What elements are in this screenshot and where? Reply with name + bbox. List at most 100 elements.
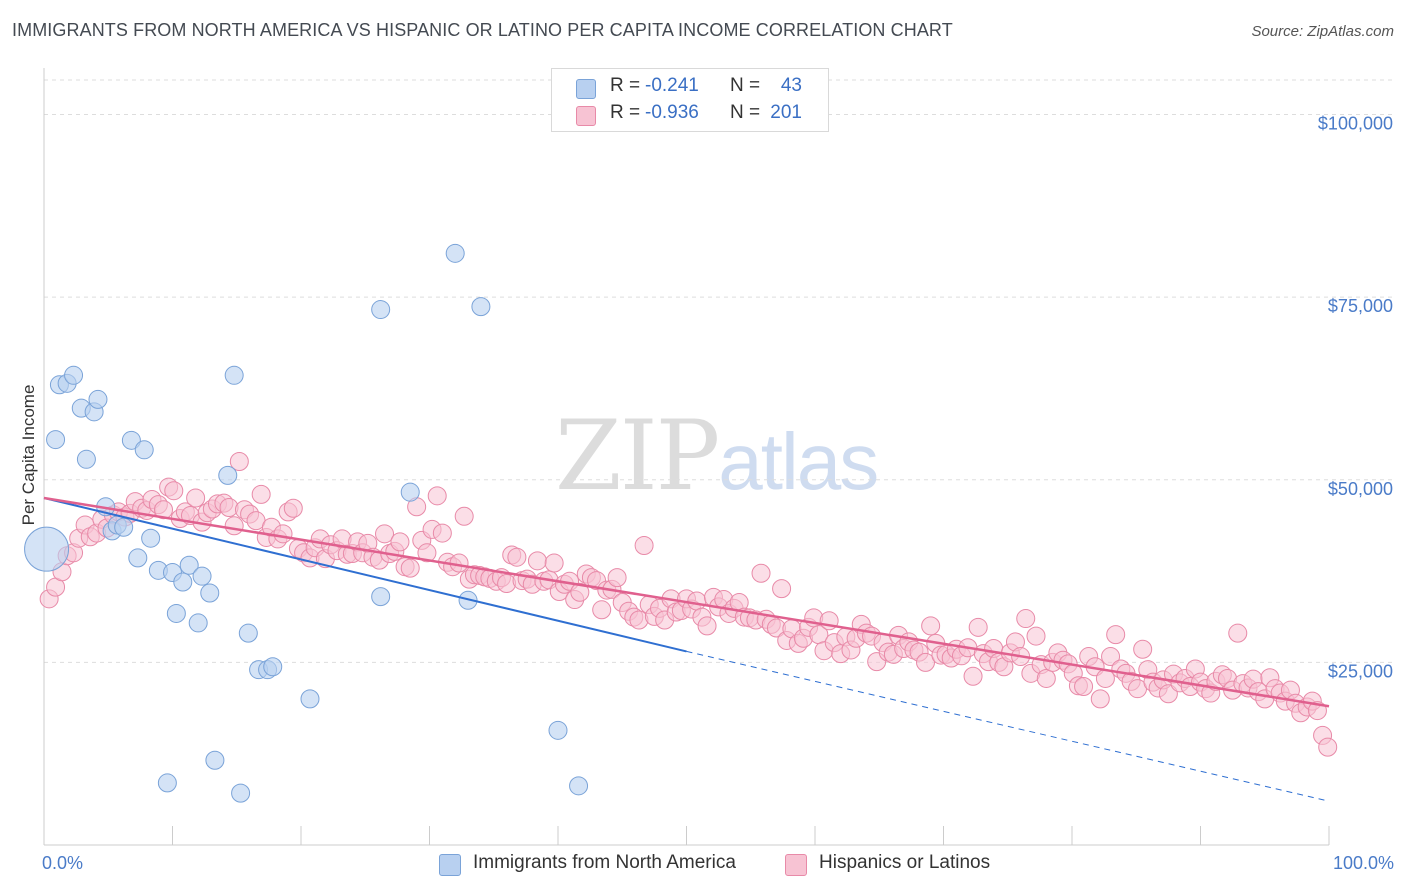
immigrants-points xyxy=(24,243,589,803)
immigrants-point xyxy=(179,555,199,575)
pink-swatch-icon xyxy=(576,106,596,126)
hispanics-point xyxy=(497,573,517,593)
y-tick-label: $100,000 xyxy=(1318,114,1393,134)
immigrants-point xyxy=(371,300,391,320)
source-credit: Source: ZipAtlas.com xyxy=(1251,23,1394,40)
hispanics-point xyxy=(527,551,547,571)
hispanics-point xyxy=(427,486,447,506)
hispanics-point xyxy=(229,452,249,471)
trend-lines xyxy=(43,496,1330,802)
immigrants-trend-line xyxy=(43,497,687,653)
hispanics-point xyxy=(283,498,303,518)
immigrants-point xyxy=(192,566,212,586)
blue-swatch-icon xyxy=(439,854,461,876)
immigrants-point xyxy=(569,776,589,796)
hispanics-point xyxy=(570,582,590,602)
hispanics-point xyxy=(697,616,717,636)
hispanics-points xyxy=(39,452,1338,757)
stats-row-immigrants: R = -0.241 N = 43 xyxy=(552,75,828,103)
watermark: ZIPatlas xyxy=(555,400,879,512)
immigrants-point xyxy=(121,430,141,450)
watermark-zip: ZIP xyxy=(555,400,720,512)
blue-swatch-icon xyxy=(576,79,596,99)
hispanics-point xyxy=(224,516,244,536)
hispanics-point xyxy=(751,563,771,583)
tick-labels: $25,000 $50,000 $75,000 $100,000 0.0% 100.0% xyxy=(42,114,1394,873)
immigrants-point xyxy=(263,657,283,677)
n-label: N = xyxy=(730,75,761,96)
r-value: -0.241 xyxy=(645,75,699,96)
watermark-atlas: atlas xyxy=(718,417,879,506)
pink-swatch-icon xyxy=(785,854,807,876)
immigrants-point xyxy=(128,548,148,568)
hispanics-point xyxy=(454,506,474,526)
hispanics-point xyxy=(963,666,983,686)
immigrants-point xyxy=(471,297,491,317)
immigrants-point xyxy=(188,613,208,633)
immigrants-point xyxy=(173,572,193,592)
x-tick-label: 100.0% xyxy=(1333,853,1394,873)
hispanics-point xyxy=(186,488,206,508)
hispanics-point xyxy=(1133,639,1153,659)
n-value: 201 xyxy=(770,102,802,123)
grid-lines xyxy=(44,79,1392,663)
hispanics-point xyxy=(417,543,437,563)
immigrants-point xyxy=(238,623,258,643)
stats-row-hispanics: R = -0.936 N = 201 xyxy=(552,102,828,130)
immigrants-point xyxy=(205,750,225,770)
hispanics-point xyxy=(400,558,420,578)
n-value: 43 xyxy=(780,75,802,96)
hispanics-point xyxy=(916,652,936,672)
y-tick-label: $50,000 xyxy=(1328,479,1393,499)
r-label: R = xyxy=(610,102,641,123)
immigrants-point xyxy=(88,389,108,409)
immigrants-point xyxy=(400,482,420,502)
hispanics-point xyxy=(634,536,654,556)
r-value: -0.936 xyxy=(645,102,699,123)
immigrants-point xyxy=(141,528,161,548)
y-axis-label: Per Capita Income xyxy=(19,385,38,526)
hispanics-point xyxy=(251,484,271,504)
immigrants-point xyxy=(548,720,568,740)
immigrants-point xyxy=(157,773,177,793)
hispanics-point xyxy=(1026,626,1046,646)
hispanics-point xyxy=(592,600,612,620)
legend-label: Hispanics or Latinos xyxy=(819,852,991,873)
immigrants-point xyxy=(231,783,251,803)
x-tick-label: 0.0% xyxy=(42,853,83,873)
hispanics-point xyxy=(1158,684,1178,704)
immigrants-point xyxy=(76,449,96,469)
immigrants-point xyxy=(445,243,465,263)
y-tick-label: $75,000 xyxy=(1328,296,1393,316)
hispanics-point xyxy=(1318,737,1338,757)
immigrants-point xyxy=(166,603,186,623)
hispanics-point xyxy=(1036,668,1056,688)
hispanics-point xyxy=(687,591,707,611)
immigrants-point xyxy=(300,689,320,709)
axes xyxy=(43,68,1330,846)
series-legend: Immigrants from North America Hispanics … xyxy=(0,851,1406,877)
hispanics-point xyxy=(390,532,410,552)
immigrants-point xyxy=(134,440,154,460)
immigrants-point xyxy=(64,365,84,385)
stats-legend: R = -0.241 N = 43 R = -0.936 N = 201 xyxy=(551,68,829,132)
y-tick-label: $25,000 xyxy=(1328,661,1393,681)
hispanics-point xyxy=(432,523,452,543)
immigrants-point xyxy=(24,526,70,572)
immigrants-point xyxy=(46,430,66,450)
hispanics-point xyxy=(1074,676,1094,696)
legend-label: Immigrants from North America xyxy=(473,852,736,873)
hispanics-point xyxy=(1101,647,1121,667)
hispanics-point xyxy=(1016,609,1036,629)
hispanics-point xyxy=(968,617,988,637)
hispanics-point xyxy=(1090,689,1110,709)
hispanics-point xyxy=(772,579,792,599)
hispanics-point xyxy=(164,481,184,501)
hispanics-point xyxy=(507,547,527,567)
immigrants-point xyxy=(200,583,220,603)
hispanics-point xyxy=(273,524,293,544)
hispanics-point xyxy=(544,553,564,573)
immigrants-point xyxy=(218,465,238,485)
r-label: R = xyxy=(610,75,641,96)
